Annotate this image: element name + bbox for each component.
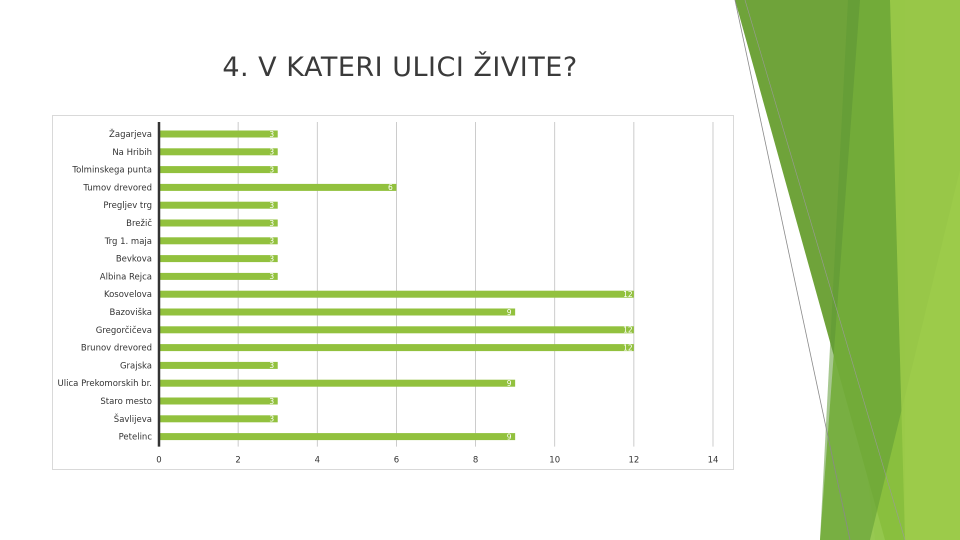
bar-value-label: 3	[269, 201, 274, 210]
chart-container: 3 3 3 6 3 3 3 3 3 12 9 12 12 3 9 3 3 9 Žagarjeva Na Hribih…	[52, 115, 734, 470]
bar	[159, 272, 278, 280]
bar-value-label: 3	[269, 272, 274, 281]
bar	[159, 130, 278, 138]
deco-line-2	[744, 0, 906, 540]
bar	[159, 415, 278, 423]
category-label: Albina Rejca	[100, 272, 152, 282]
bar-value-label: 12	[623, 326, 633, 335]
category-label: Bazoviška	[109, 307, 152, 318]
bar-value-label: 3	[269, 415, 274, 424]
x-tick-label: 2	[235, 456, 240, 466]
bar-value-label: 3	[269, 254, 274, 263]
category-label: Staro mesto	[100, 397, 152, 407]
bar-value-label: 3	[269, 237, 274, 246]
bar	[159, 201, 278, 209]
category-label: Ulica Prekomorskih br.	[58, 379, 152, 389]
bar-value-label: 6	[388, 183, 393, 192]
category-labels: Žagarjeva Na Hribih Tolminskega punta Tumov…	[58, 128, 153, 443]
bar-value-label: 3	[269, 397, 274, 406]
category-label: Kosovelova	[104, 290, 152, 300]
bar	[159, 344, 634, 352]
bar	[159, 183, 397, 191]
bar-value-label: 9	[507, 379, 512, 388]
category-label: Bevkova	[116, 255, 152, 265]
category-label: Grajska	[120, 361, 152, 371]
category-label: Brunov drevored	[81, 344, 152, 354]
x-tick-label: 4	[315, 456, 320, 466]
bar	[159, 148, 278, 156]
category-label: Na Hribih	[112, 148, 152, 158]
bar	[159, 379, 516, 387]
category-label: Pregljev trg	[103, 201, 152, 211]
bar	[159, 290, 634, 298]
bar	[159, 326, 634, 334]
bar	[159, 166, 278, 174]
grid-lines	[237, 122, 714, 447]
bar	[159, 219, 278, 227]
category-label: Brežič	[126, 218, 152, 229]
bar-value-label: 9	[507, 432, 512, 441]
bar	[159, 237, 278, 245]
x-tick-label: 6	[394, 456, 399, 466]
bar	[159, 255, 278, 263]
x-tick-label: 0	[156, 456, 161, 466]
bar	[159, 308, 516, 316]
bar-value-label: 3	[269, 148, 274, 157]
category-label: Trg 1. maja	[104, 237, 152, 247]
deco-shape-lime	[890, 0, 960, 540]
category-label: Tumov drevored	[82, 183, 152, 193]
bar-value-label: 9	[507, 308, 512, 317]
bar-chart: 3 3 3 6 3 3 3 3 3 12 9 12 12 3 9 3 3 9 Žagarjeva Na Hribih…	[58, 122, 718, 466]
slide-title: 4. V KATERI ULICI ŽIVITE?	[222, 52, 578, 83]
bar	[159, 397, 278, 405]
bar	[159, 433, 516, 441]
category-label: Žagarjeva	[109, 128, 152, 140]
bar-value-label: 3	[269, 165, 274, 174]
bar-value-label: 12	[623, 290, 633, 299]
bar-value-label: 12	[623, 343, 633, 352]
bars: 3 3 3 6 3 3 3 3 3 12 9 12 12 3 9 3 3 9	[159, 130, 634, 441]
bar-value-label: 3	[269, 219, 274, 228]
x-tick-label: 12	[628, 456, 639, 466]
category-label: Tolminskega punta	[71, 166, 152, 176]
deco-line	[734, 0, 851, 540]
x-tick-labels: 0 2 4 6 8 10 12 14	[156, 456, 718, 466]
bar	[159, 361, 278, 369]
category-label: Gregorčičeva	[96, 325, 152, 336]
category-label: Petelinc	[119, 433, 153, 443]
x-tick-label: 14	[708, 456, 719, 466]
bar-value-label: 3	[269, 361, 274, 370]
x-tick-label: 10	[549, 456, 560, 466]
x-tick-label: 8	[473, 456, 478, 466]
category-label: Šavlijeva	[114, 413, 152, 425]
bar-value-label: 3	[269, 130, 274, 139]
